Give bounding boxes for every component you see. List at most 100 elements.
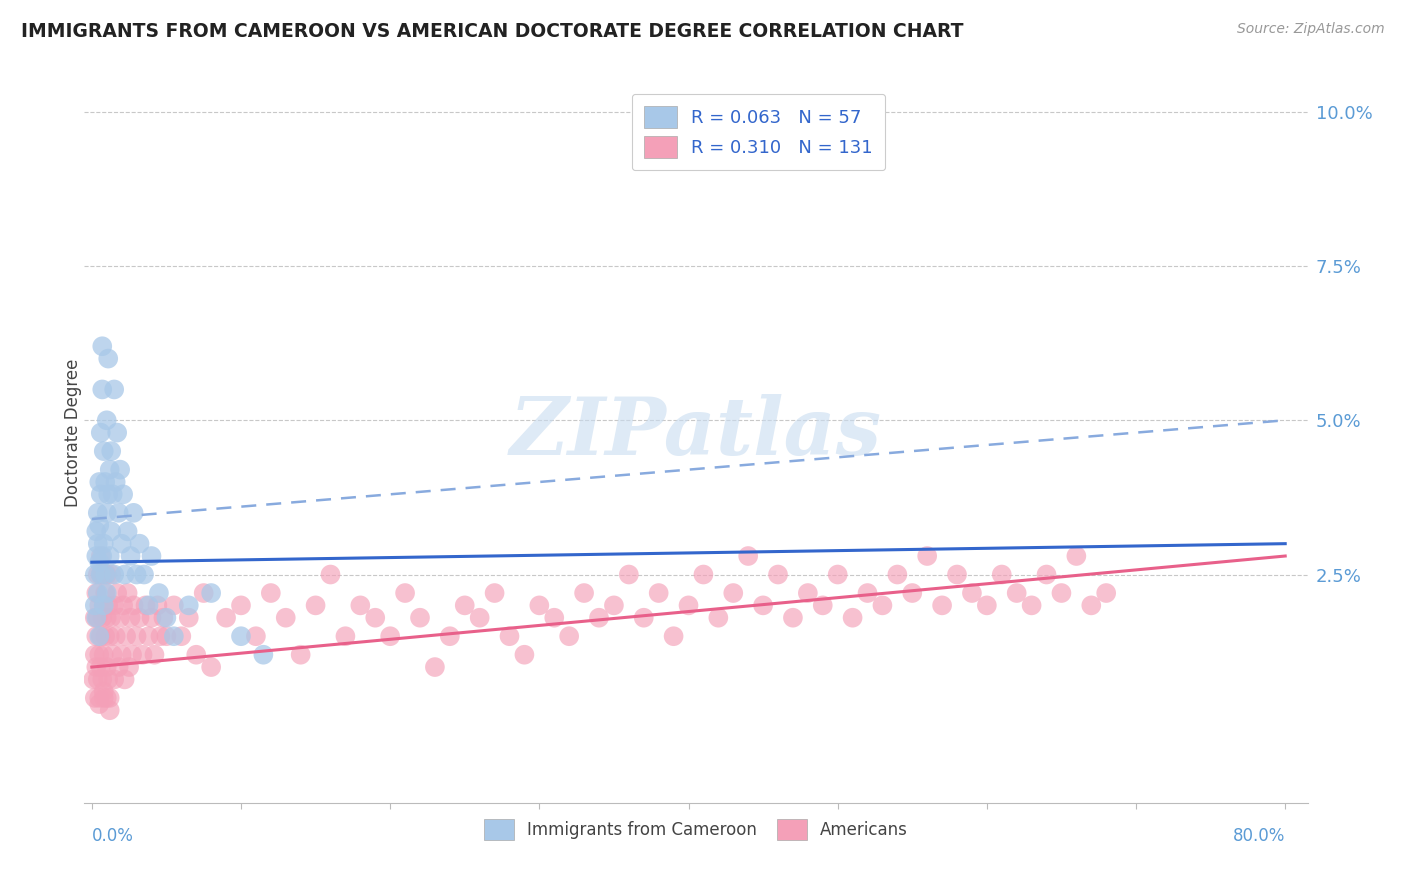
Point <box>811 599 834 613</box>
Point <box>193 586 215 600</box>
Point <box>91 610 114 624</box>
Point <box>103 567 125 582</box>
Point <box>215 610 238 624</box>
Point <box>543 610 565 624</box>
Point <box>105 425 128 440</box>
Point <box>163 629 186 643</box>
Point <box>93 690 115 705</box>
Point <box>886 567 908 582</box>
Point <box>737 549 759 563</box>
Point <box>96 567 118 582</box>
Point <box>177 599 200 613</box>
Point <box>87 586 110 600</box>
Point <box>170 629 193 643</box>
Point <box>89 475 111 489</box>
Point <box>93 599 115 613</box>
Point <box>841 610 863 624</box>
Point <box>692 567 714 582</box>
Point <box>141 610 163 624</box>
Point <box>120 610 142 624</box>
Point <box>723 586 745 600</box>
Y-axis label: Doctorate Degree: Doctorate Degree <box>65 359 82 507</box>
Point <box>138 599 160 613</box>
Point <box>177 610 200 624</box>
Point <box>104 629 127 643</box>
Point <box>105 586 128 600</box>
Point <box>245 629 267 643</box>
Point <box>84 610 107 624</box>
Point <box>90 660 112 674</box>
Point <box>125 567 148 582</box>
Point <box>94 567 117 582</box>
Point <box>91 383 114 397</box>
Point <box>931 599 953 613</box>
Text: Source: ZipAtlas.com: Source: ZipAtlas.com <box>1237 22 1385 37</box>
Point <box>96 413 118 427</box>
Point <box>96 586 118 600</box>
Point <box>96 690 118 705</box>
Point <box>946 567 969 582</box>
Point <box>89 555 111 569</box>
Point <box>100 524 122 539</box>
Point <box>454 599 477 613</box>
Point <box>96 506 118 520</box>
Point <box>90 629 112 643</box>
Point <box>93 599 115 613</box>
Point <box>558 629 581 643</box>
Point <box>135 599 157 613</box>
Point <box>98 462 121 476</box>
Point <box>94 629 117 643</box>
Point <box>229 599 252 613</box>
Point <box>146 599 169 613</box>
Point <box>84 586 107 600</box>
Point <box>260 586 283 600</box>
Point <box>97 599 120 613</box>
Point <box>97 351 120 366</box>
Point <box>290 648 312 662</box>
Point <box>409 610 432 624</box>
Point <box>122 506 145 520</box>
Point <box>83 610 105 624</box>
Point <box>96 610 118 624</box>
Point <box>901 586 924 600</box>
Point <box>91 673 114 687</box>
Point <box>468 610 491 624</box>
Point <box>89 690 111 705</box>
Point <box>111 648 134 662</box>
Point <box>90 567 112 582</box>
Point <box>87 610 110 624</box>
Point <box>131 648 153 662</box>
Point <box>678 599 700 613</box>
Point <box>498 629 520 643</box>
Point <box>960 586 983 600</box>
Point <box>152 610 174 624</box>
Point <box>83 690 105 705</box>
Point <box>89 599 111 613</box>
Point <box>118 660 141 674</box>
Point <box>1021 599 1043 613</box>
Point <box>617 567 640 582</box>
Point <box>120 549 142 563</box>
Point <box>513 648 536 662</box>
Point <box>647 586 669 600</box>
Point <box>84 524 107 539</box>
Point <box>91 339 114 353</box>
Point <box>229 629 252 643</box>
Point <box>149 629 172 643</box>
Point <box>87 567 110 582</box>
Point <box>82 673 104 687</box>
Point <box>707 610 730 624</box>
Point <box>117 524 139 539</box>
Point <box>319 567 342 582</box>
Point <box>827 567 849 582</box>
Point <box>380 629 402 643</box>
Point <box>103 673 125 687</box>
Point <box>132 567 155 582</box>
Point <box>97 487 120 501</box>
Point <box>603 599 626 613</box>
Point <box>572 586 595 600</box>
Point <box>752 599 775 613</box>
Point <box>1050 586 1073 600</box>
Point <box>98 690 121 705</box>
Point <box>200 660 222 674</box>
